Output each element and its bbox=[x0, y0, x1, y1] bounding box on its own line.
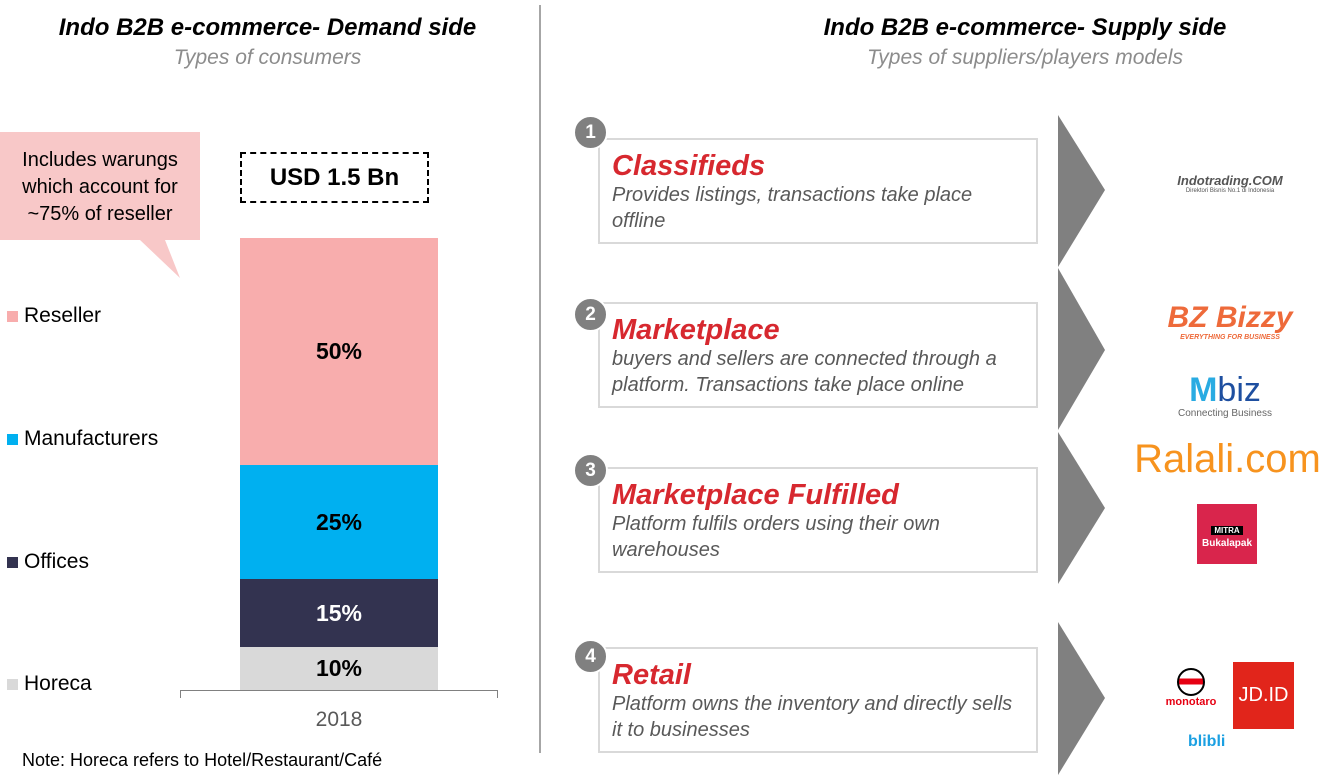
demand-title: Indo B2B e-commerce- Demand side bbox=[58, 14, 477, 41]
callout-bubble bbox=[0, 132, 200, 278]
logo-jd-id: JD.ID bbox=[1233, 662, 1294, 729]
logo-indotrading: Indotrading.COM Direktori Bisnis No.1 di… bbox=[1177, 173, 1283, 194]
model-classifieds: Classifieds Provides listings, transactio… bbox=[598, 138, 1038, 244]
bar-reseller: 50% bbox=[240, 238, 438, 465]
x-tick-2018: 2018 bbox=[315, 708, 363, 731]
logo-blibli: blibli bbox=[1188, 733, 1226, 750]
legend-reseller: Reseller bbox=[7, 304, 101, 328]
chevron-3 bbox=[1058, 432, 1105, 584]
chevron-1 bbox=[1058, 115, 1105, 267]
logo-bizzy: BZ Bizzy EVERYTHING FOR BUSINESS bbox=[1167, 301, 1293, 342]
logo-ralali: Ralali.com bbox=[1134, 437, 1321, 481]
legend-offices: Offices bbox=[7, 550, 89, 574]
demand-subtitle: Types of consumers bbox=[173, 46, 362, 69]
supply-subtitle: Types of suppliers/players models bbox=[867, 46, 1183, 69]
supply-title: Indo B2B e-commerce- Supply side bbox=[823, 14, 1227, 41]
callout-text: Includes warungs which account for ~75% … bbox=[22, 149, 178, 225]
bar-manufacturers: 25% bbox=[240, 465, 438, 579]
number-badge-2: 2 bbox=[573, 297, 608, 332]
chevron-arrows bbox=[1058, 115, 1105, 775]
label-horeca: 10% bbox=[315, 655, 363, 681]
model-marketplace: Marketplace buyers and sellers are connec… bbox=[598, 302, 1038, 408]
label-offices: 15% bbox=[315, 599, 363, 626]
total-label: USD 1.5 Bn bbox=[240, 152, 429, 203]
logo-mitra-bukalapak: MITRA Bukalapak bbox=[1197, 504, 1257, 564]
bar-horeca: 10% bbox=[240, 647, 438, 690]
label-reseller: 50% bbox=[315, 338, 363, 364]
chevron-2 bbox=[1058, 268, 1105, 430]
number-badge-3: 3 bbox=[573, 453, 608, 488]
logo-monotaro: monotaro bbox=[1158, 668, 1224, 708]
footnote: Note: Horeca refers to Hotel/Restaurant/… bbox=[22, 750, 383, 770]
bar-offices: 15% bbox=[240, 579, 438, 647]
chevron-4 bbox=[1058, 622, 1105, 775]
divider bbox=[539, 5, 541, 753]
model-retail: Retail Platform owns the inventory and di… bbox=[598, 647, 1038, 753]
label-manufacturers: 25% bbox=[315, 508, 363, 535]
model-marketplace-fulfilled: Marketplace Fulfilled Platform fulfils or… bbox=[598, 467, 1038, 573]
legend-manufacturers: Manufacturers bbox=[7, 427, 158, 451]
number-badge-1: 1 bbox=[573, 115, 608, 150]
number-badge-4: 4 bbox=[573, 639, 608, 674]
x-axis bbox=[180, 690, 498, 698]
logo-mbiz: Mbiz Connecting Business bbox=[1178, 371, 1272, 419]
legend-horeca: Horeca bbox=[7, 672, 92, 696]
